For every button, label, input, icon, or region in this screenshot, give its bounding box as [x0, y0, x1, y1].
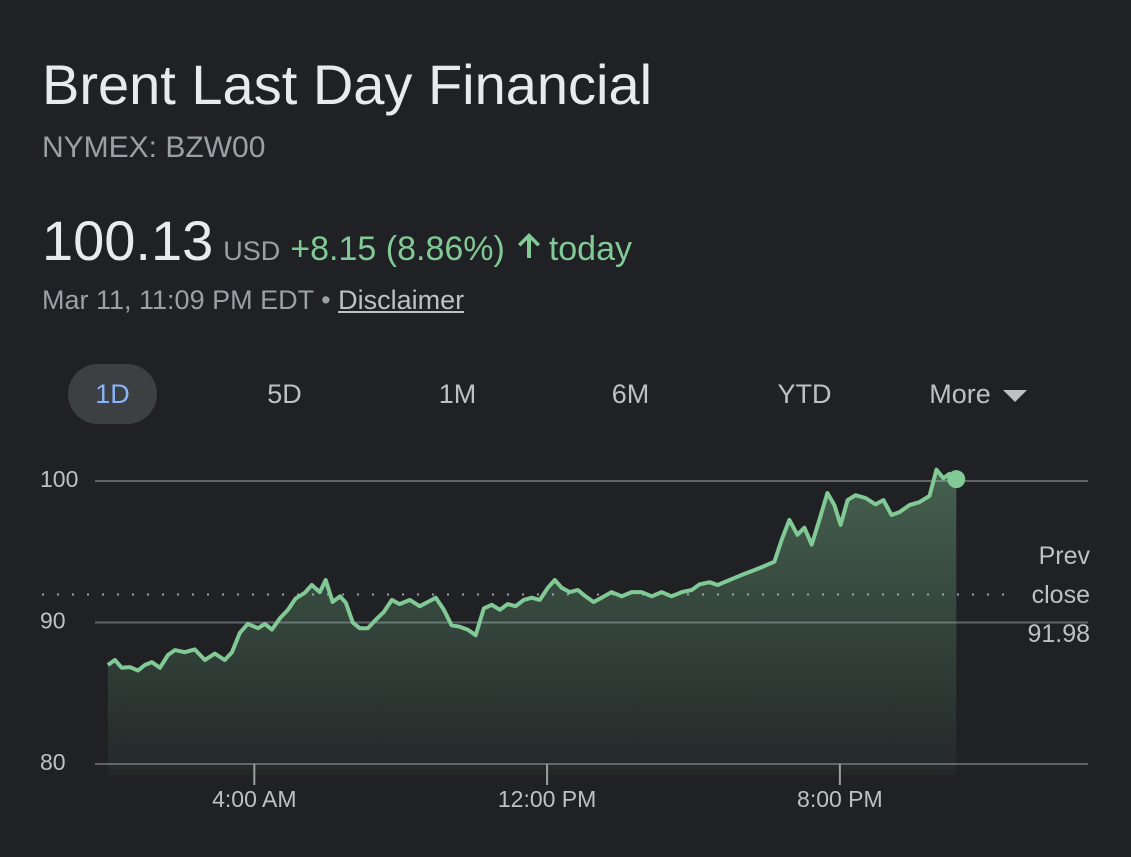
separator: •	[321, 285, 339, 315]
prev-close-value: 91.98	[1027, 620, 1090, 648]
prev-close: Prev close 91.98	[1000, 537, 1090, 654]
price-row: 100.13 USD +8.15 (8.86%) today	[42, 208, 632, 273]
title: Brent Last Day Financial	[42, 53, 653, 116]
range-tab[interactable]: 6M	[586, 364, 675, 424]
range-tab-label: 5D	[267, 379, 302, 409]
last-point	[947, 470, 966, 489]
range-tab-label: More	[929, 379, 991, 409]
y-tick-label: 100	[40, 466, 78, 492]
range-tab-label: 6M	[611, 379, 650, 409]
range-tab[interactable]: 1D	[68, 364, 157, 424]
disclaimer-link[interactable]: Disclaimer	[338, 285, 465, 315]
area	[107, 469, 957, 775]
period: today	[515, 230, 632, 269]
change: +8.15 (8.86%)	[290, 230, 505, 268]
price-line	[106, 467, 958, 673]
meta: Mar 11, 11:09 PM EDT • Disclaimer	[42, 285, 464, 316]
dropdown-icon	[1002, 389, 1027, 402]
range-tab-label: 1M	[438, 379, 477, 409]
x-tick-label: 4:00 AM	[212, 786, 296, 812]
range-tab[interactable]: More	[918, 364, 1038, 424]
period-text: today	[548, 230, 633, 268]
range-tab[interactable]: YTD	[760, 364, 849, 424]
range-tab[interactable]: 5D	[240, 364, 329, 424]
timestamp: Mar 11, 11:09 PM EDT	[42, 285, 314, 315]
prev-close-label: Prev close	[1031, 542, 1090, 609]
up-arrow-icon	[517, 233, 540, 258]
range-tab[interactable]: 1M	[413, 364, 502, 424]
y-tick-label: 80	[40, 749, 66, 775]
range-tab-label: YTD	[777, 379, 832, 409]
ticker: NYMEX: BZW00	[42, 131, 266, 164]
currency: USD	[223, 236, 281, 266]
y-tick-label: 90	[40, 608, 66, 634]
range-tabs: 1D 5D 1M 6M YTD More	[68, 364, 1068, 424]
x-tick-label: 12:00 PM	[498, 786, 596, 812]
x-tick-label: 8:00 PM	[797, 786, 883, 812]
price: 100.13	[42, 209, 214, 272]
range-tab-label: 1D	[95, 379, 130, 409]
